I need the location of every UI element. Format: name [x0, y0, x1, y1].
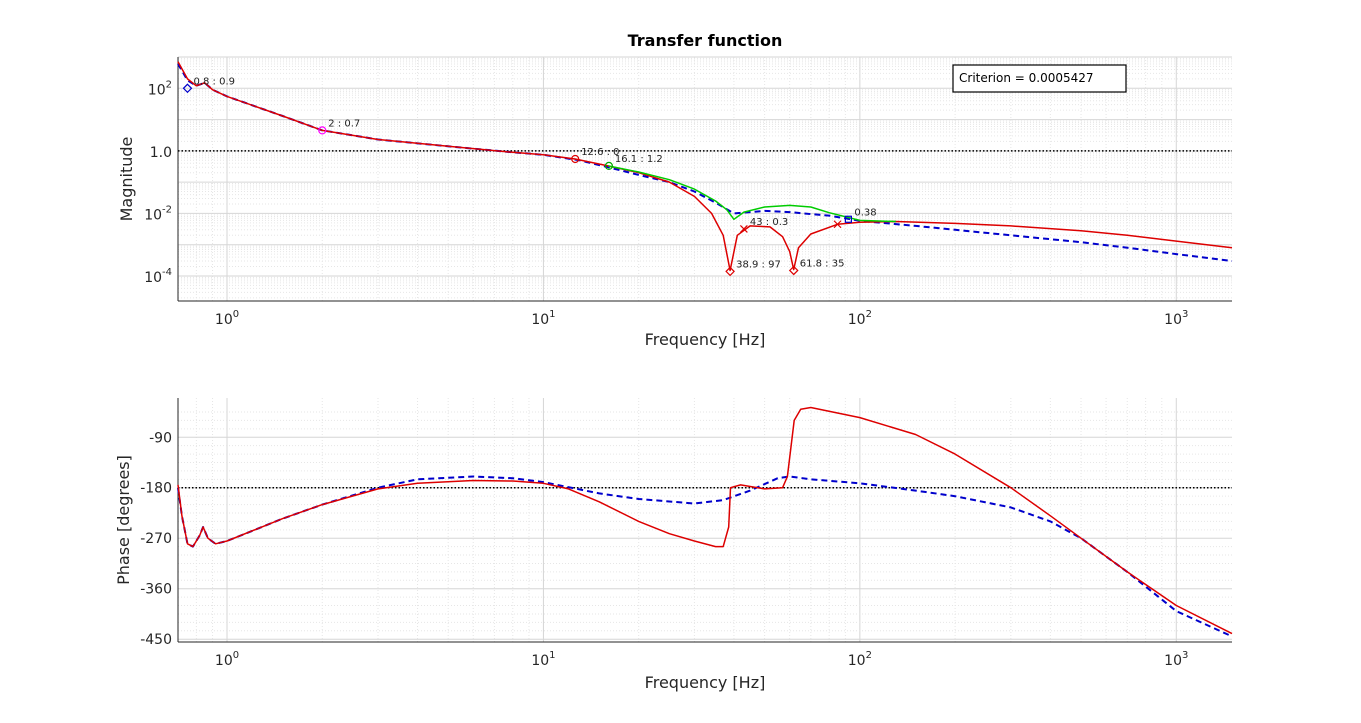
magnitude-x-axis-label: Frequency [Hz]: [645, 330, 766, 349]
series-line-1: [177, 406, 1233, 635]
phase-y-axis-label: Phase [degrees]: [114, 455, 133, 585]
phase-x-axis-label: Frequency [Hz]: [645, 673, 766, 692]
y-tick-label: -360: [140, 582, 172, 598]
phase-series-group: [177, 406, 1233, 638]
x-tick-label: 100: [215, 650, 239, 669]
marker-label: 0.8 : 0.9: [193, 76, 235, 87]
chart-title: Transfer function: [628, 31, 783, 50]
marker-label: 61.8 : 35: [800, 258, 845, 269]
y-tick-label: -270: [140, 531, 172, 547]
magnitude-series-group: [177, 61, 1233, 272]
magnitude-axes: 0.8 : 0.9 2 : 0.7 12.6 : 016.1 : 1.2 43 : 0…: [117, 31, 1233, 349]
criterion-legend: Criterion = 0.0005427: [952, 64, 1127, 93]
marker-label: 43 : 0.3: [750, 217, 788, 228]
criterion-legend-box: [952, 64, 1127, 93]
marker-x: [739, 224, 748, 233]
x-tick-label: 103: [1164, 309, 1188, 328]
marker-diamond: [788, 265, 799, 276]
marker-label: 2 : 0.7: [328, 118, 360, 129]
phase-axes: 100 101 102 103 -90 -180 -270 -360 -450 Frequenc…: [114, 398, 1233, 692]
marker-label: 0.38: [854, 207, 876, 218]
marker-circle: [318, 126, 327, 135]
y-tick-label: 10-2: [144, 204, 172, 223]
y-tick-label: 10-4: [144, 267, 172, 286]
y-tick-label: -450: [140, 632, 172, 648]
x-tick-label: 101: [531, 650, 555, 669]
x-tick-label: 103: [1164, 650, 1188, 669]
y-tick-label: 1.0: [150, 145, 172, 161]
marker-diamond: [725, 266, 735, 277]
marker-label: 16.1 : 1.2: [615, 154, 663, 165]
series-line-0: [177, 475, 1233, 638]
y-tick-label: -180: [140, 481, 172, 497]
x-tick-label: 102: [848, 309, 872, 328]
x-tick-label: 100: [215, 309, 239, 328]
marker-label: 12.6 : 0: [581, 147, 619, 158]
marker-circle: [604, 161, 613, 171]
x-tick-label: 101: [531, 309, 555, 328]
marker-label: 38.9 : 97: [736, 259, 781, 270]
marker-x: [833, 220, 842, 229]
marker-circle: [571, 154, 580, 164]
marker-diamond: [182, 83, 193, 94]
y-tick-label: -90: [149, 430, 172, 446]
marker-square: [844, 215, 853, 223]
phase-plot-area: [178, 398, 1232, 642]
magnitude-markers: 0.8 : 0.9 2 : 0.7 12.6 : 016.1 : 1.2 43 : 0…: [182, 76, 877, 277]
series-line-2: [607, 165, 896, 223]
criterion-legend-text: Criterion = 0.0005427: [959, 71, 1094, 85]
x-tick-label: 102: [848, 650, 872, 669]
magnitude-plot-area: [178, 57, 1232, 301]
magnitude-grid: [177, 56, 1232, 302]
phase-tick-labels: 100 101 102 103 -90 -180 -270 -360 -450: [140, 430, 1188, 669]
y-tick-label: 102: [148, 79, 172, 98]
magnitude-y-axis-label: Magnitude: [117, 137, 136, 222]
